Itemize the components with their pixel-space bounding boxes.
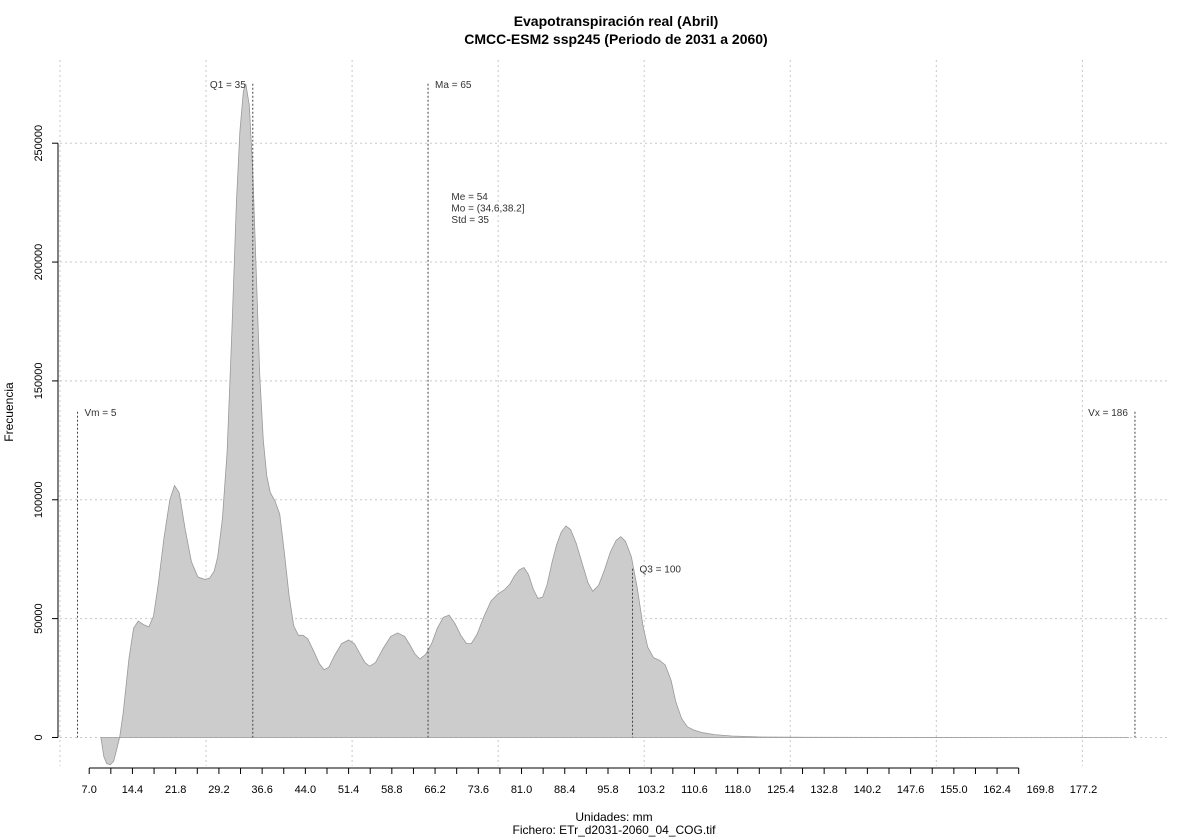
ref-line-label: Vm = 5 xyxy=(85,408,117,419)
x-tick-label: 177.2 xyxy=(1070,784,1098,796)
chart-title: Evapotranspiración real (Abril) xyxy=(513,13,719,29)
x-tick-label: 81.0 xyxy=(511,784,532,796)
ref-line-label: Vx = 186 xyxy=(1088,408,1128,419)
stats-line: Std = 35 xyxy=(451,215,489,226)
x-tick-label: 118.0 xyxy=(724,784,751,796)
axes: 0 50000 100000 150000 200000 250000 7.0 14.4 21.… xyxy=(33,125,1097,796)
ref-line-label: Q3 = 100 xyxy=(640,565,682,576)
x-tick-label: 95.8 xyxy=(597,784,618,796)
x-tick-label: 110.6 xyxy=(681,784,708,796)
x-tick-label: 147.6 xyxy=(897,784,925,796)
x-tick-label: 21.8 xyxy=(165,784,186,796)
ref-line-label: Q1 = 35 xyxy=(210,80,246,91)
x-tick-label: 44.0 xyxy=(295,784,316,796)
file-caption: Fichero: ETr_d2031-2060_04_COG.tif xyxy=(512,823,716,837)
x-tick-label: 66.2 xyxy=(424,784,445,796)
x-tick-label: 132.8 xyxy=(810,784,838,796)
x-tick-label: 7.0 xyxy=(82,784,97,796)
x-tick-label: 51.4 xyxy=(338,784,359,796)
x-tick-label: 162.4 xyxy=(983,784,1011,796)
ref-line-label: Ma = 65 xyxy=(435,80,472,91)
y-tick-label: 100000 xyxy=(33,481,45,518)
x-tick-label: 14.4 xyxy=(122,784,143,796)
y-tick-label: 200000 xyxy=(33,244,45,281)
x-tick-label: 29.2 xyxy=(208,784,229,796)
x-tick-label: 73.6 xyxy=(468,784,489,796)
density-area xyxy=(100,83,1130,766)
x-axis-label: Unidades: mm xyxy=(575,810,653,824)
x-tick-label: 125.4 xyxy=(767,784,795,796)
x-tick-label: 169.8 xyxy=(1027,784,1055,796)
x-tick-label: 88.4 xyxy=(554,784,575,796)
x-tick-label: 36.6 xyxy=(251,784,272,796)
y-axis-label: Frecuencia xyxy=(2,382,16,442)
density-fill xyxy=(100,83,1130,766)
x-tick-label: 155.0 xyxy=(940,784,968,796)
x-tick-label: 140.2 xyxy=(854,784,882,796)
x-tick-label: 58.8 xyxy=(381,784,402,796)
y-tick-label: 250000 xyxy=(33,125,45,162)
reference-lines: Vm = 5 Q1 = 35 Ma = 65 Q3 = 100 Vx = 186 xyxy=(77,80,1136,738)
x-tick-label: 103.2 xyxy=(637,784,665,796)
y-tick-label: 0 xyxy=(33,734,45,740)
y-tick-label: 150000 xyxy=(33,363,45,400)
chart-subtitle: CMCC-ESM2 ssp245 (Periodo de 2031 a 2060… xyxy=(464,31,768,47)
stats-line: Mo = (34.6,38.2] xyxy=(451,204,524,215)
stats-line: Me = 54 xyxy=(451,192,488,203)
y-tick-label: 50000 xyxy=(33,603,45,634)
